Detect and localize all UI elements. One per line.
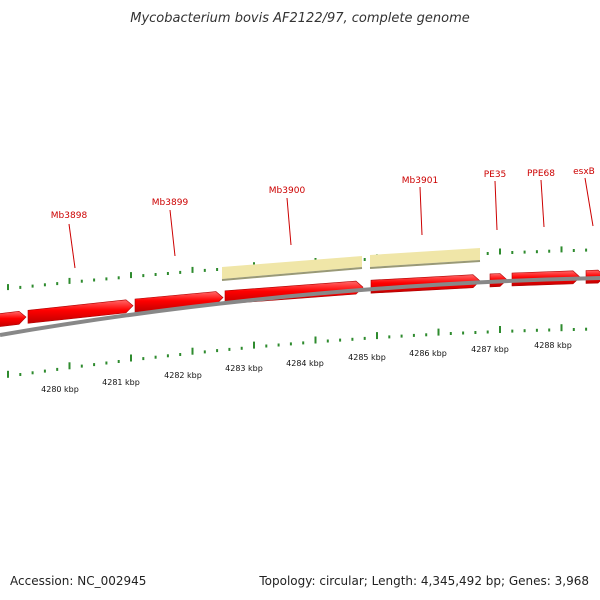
lower-tick-track [7, 324, 588, 378]
scale-tick-label: 4286 kbp [409, 349, 447, 358]
gene-label-leader [584, 177, 594, 227]
gene-label-leader [494, 180, 498, 231]
genome-backbone [0, 276, 600, 337]
gene-label[interactable]: esxB [573, 167, 595, 177]
gene-track [0, 269, 600, 327]
scale-labels: 4280 kbp 4281 kbp 4282 kbp 4283 kbp 4284… [41, 341, 572, 394]
gene-label-leader [286, 197, 292, 246]
gene-arrow [0, 310, 27, 327]
scale-tick-label: 4285 kbp [348, 353, 386, 362]
gene-arrow [27, 299, 134, 324]
scale-tick-label: 4283 kbp [225, 364, 263, 373]
gene-label[interactable]: Mb3899 [152, 198, 189, 208]
highlight-underline [369, 260, 481, 269]
gene-label-leader [68, 223, 76, 269]
gene-label-leader [540, 179, 545, 228]
accession-label: Accession: NC_002945 [10, 574, 146, 588]
highlight-block [222, 256, 362, 279]
gene-labels: Mb3898 Mb3899 Mb3900 Mb3901 PE35 PPE68 e… [51, 167, 595, 269]
gene-label-leader [169, 209, 176, 257]
gene-label[interactable]: Mb3898 [51, 211, 88, 221]
genome-summary: Topology: circular; Length: 4,345,492 bp… [258, 574, 589, 588]
gene-label[interactable]: PPE68 [527, 169, 555, 179]
scale-tick-label: 4287 kbp [471, 345, 509, 354]
highlight-underline [221, 267, 363, 281]
gene-label[interactable]: PE35 [484, 170, 507, 180]
map-title: Mycobacterium bovis AF2122/97, complete … [130, 11, 469, 26]
gene-label-leader [419, 186, 423, 236]
scale-tick-label: 4288 kbp [534, 341, 572, 350]
highlight-track [221, 248, 481, 281]
gene-label[interactable]: Mb3901 [402, 176, 438, 186]
scale-tick-label: 4281 kbp [102, 378, 140, 387]
highlight-block [370, 248, 480, 267]
scale-tick-label: 4282 kbp [164, 371, 202, 380]
scale-tick-label: 4284 kbp [286, 359, 324, 368]
scale-tick-label: 4280 kbp [41, 385, 79, 394]
gene-arrow [134, 291, 224, 313]
gene-label[interactable]: Mb3900 [269, 186, 306, 196]
